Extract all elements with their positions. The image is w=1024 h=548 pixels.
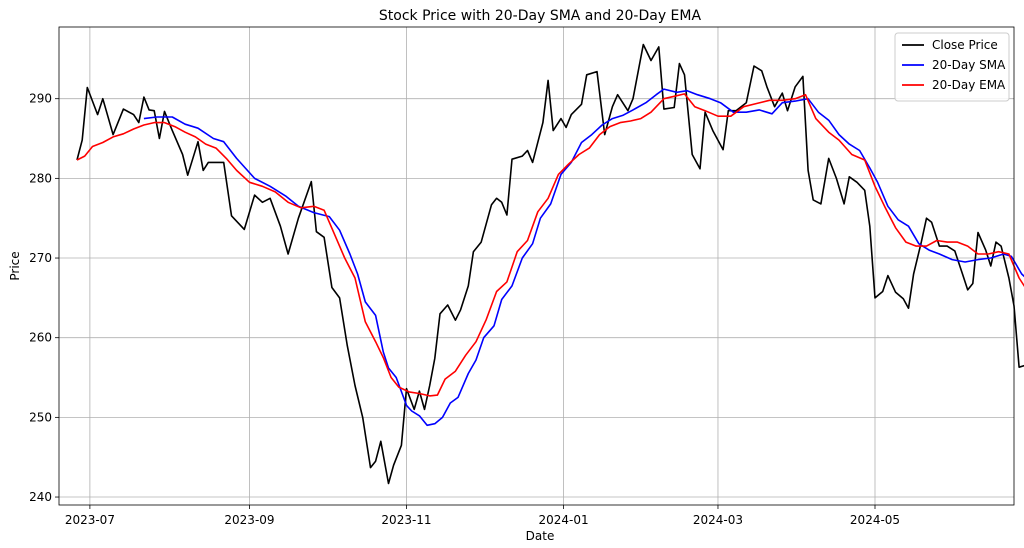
series-line-close-price <box>76 43 1024 485</box>
x-tick-label: 2024-05 <box>850 513 900 527</box>
legend: Close Price 20-Day SMA 20-Day EMA <box>894 32 1010 102</box>
y-tick-label: 240 <box>29 490 52 504</box>
y-axis-label: Price <box>8 251 22 280</box>
legend-entry: Close Price <box>932 38 998 52</box>
x-tick-label: 2023-11 <box>381 513 431 527</box>
plot-frame <box>58 26 1015 506</box>
series-line-20-day-sma <box>143 88 1024 427</box>
tick-layer: 240 250 260 270 280 290 2023-07 2023-09 2023-11 2… <box>29 92 900 527</box>
y-tick-label: 260 <box>29 331 52 345</box>
legend-box <box>894 32 1010 102</box>
y-tick-label: 250 <box>29 410 52 424</box>
x-tick-label: 2023-09 <box>224 513 274 527</box>
series-line-20-day-ema <box>76 93 1024 397</box>
x-tick-label: 2024-01 <box>538 513 588 527</box>
series-layer <box>76 43 1024 485</box>
y-tick-label: 290 <box>29 92 52 106</box>
legend-entry: 20-Day SMA <box>932 58 1006 72</box>
x-axis-label: Date <box>526 529 555 543</box>
x-tick-label: 2023-07 <box>65 513 115 527</box>
y-tick-label: 270 <box>29 251 52 265</box>
y-tick-label: 280 <box>29 171 52 185</box>
grid-layer <box>59 27 1014 505</box>
legend-entry: 20-Day EMA <box>932 78 1006 92</box>
x-tick-label: 2024-03 <box>693 513 743 527</box>
chart-title: Stock Price with 20-Day SMA and 20-Day E… <box>379 8 702 24</box>
